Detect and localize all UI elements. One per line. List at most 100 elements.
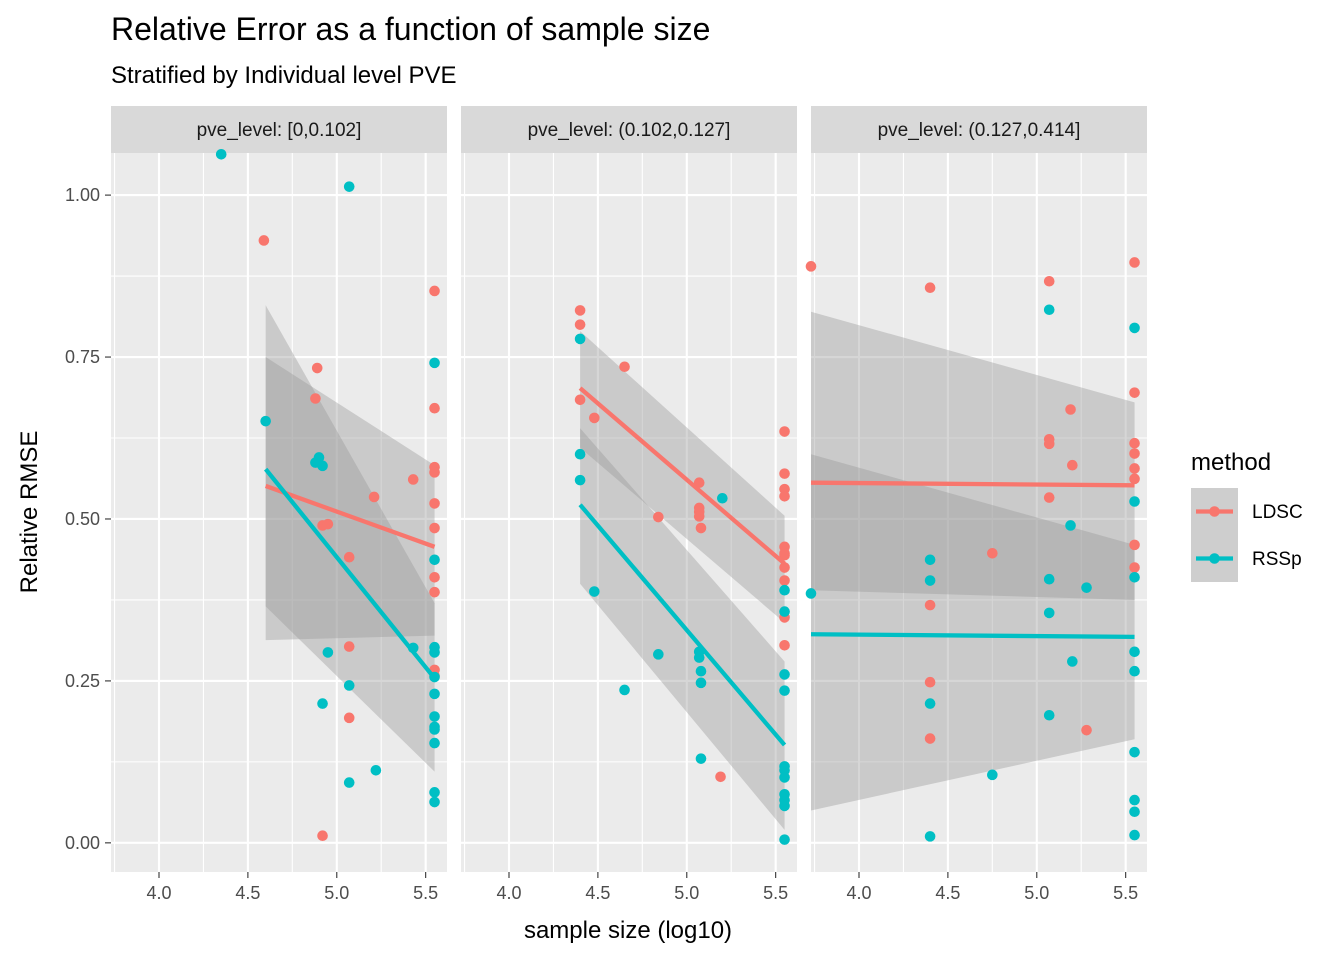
data-point-rssp <box>924 831 936 842</box>
data-point-ldsc <box>1129 437 1140 449</box>
facet-strip-label: pve_level: (0.102,0.127] <box>528 120 731 141</box>
data-point-ldsc <box>695 522 707 534</box>
data-point-rssp <box>1129 496 1140 507</box>
x-tick-label: 4.5 <box>935 883 960 903</box>
facet-panel-1: pve_level: [0,0.102] 4.0 4.5 5.0 5.5 <box>111 106 447 903</box>
data-point-ldsc <box>311 362 323 374</box>
data-point-rssp <box>779 669 790 680</box>
data-point-rssp <box>429 711 440 722</box>
y-axis: 0.00 0.25 0.50 0.75 1.00 <box>65 185 111 853</box>
x-tick-label: 5.5 <box>1113 883 1138 903</box>
data-point-rssp <box>1129 829 1140 841</box>
data-point-ldsc <box>779 575 790 586</box>
legend-title: method <box>1191 449 1271 476</box>
y-tick-label: 0.75 <box>65 347 100 367</box>
facet-strip <box>111 106 447 153</box>
data-point-ldsc <box>368 491 380 503</box>
legend-key-point <box>1209 553 1220 564</box>
data-point-ldsc <box>429 402 440 414</box>
data-point-ldsc <box>343 712 355 724</box>
data-point-ldsc <box>1081 724 1092 736</box>
data-point-rssp <box>574 474 586 486</box>
legend-item-ldsc: LDSC <box>1191 488 1303 535</box>
data-point-ldsc <box>1129 473 1140 485</box>
data-point-rssp <box>1043 607 1055 619</box>
data-point-ldsc <box>1065 404 1076 415</box>
data-point-ldsc <box>1129 562 1140 573</box>
fit-line-ldsc <box>578 386 786 566</box>
data-point-rssp <box>779 685 790 696</box>
data-point-rssp <box>695 677 707 689</box>
y-tick-label: 1.00 <box>65 185 100 205</box>
facet-strip-label: pve_level: [0,0.102] <box>197 120 362 141</box>
data-point-ldsc <box>322 518 334 530</box>
data-point-ldsc <box>1067 459 1078 471</box>
data-point-ldsc <box>715 771 726 783</box>
x-tick-label: 5.0 <box>674 883 699 903</box>
y-tick-label: 0.25 <box>65 671 100 691</box>
data-point-rssp <box>370 765 382 776</box>
data-point-ldsc <box>1129 387 1140 398</box>
data-point-rssp <box>260 415 271 427</box>
data-point-ldsc <box>779 639 790 651</box>
x-tick-label: 4.0 <box>496 883 521 903</box>
data-point-rssp <box>987 769 998 781</box>
data-point-rssp <box>429 688 440 700</box>
data-point-rssp <box>429 357 440 369</box>
data-point-ldsc <box>1129 539 1140 551</box>
data-point-ldsc <box>1129 463 1140 474</box>
legend-label-rssp: RSSp <box>1252 549 1302 570</box>
data-point-ldsc <box>779 548 790 559</box>
data-point-rssp <box>429 647 440 658</box>
facet-panel-3: pve_level: (0.127,0.414] 4.0 4.5 5.0 5.5 <box>805 106 1147 903</box>
data-point-ldsc <box>1043 492 1055 503</box>
data-point-rssp <box>779 834 790 845</box>
panel-background <box>811 153 1147 872</box>
data-point-rssp <box>1081 582 1092 593</box>
data-point-rssp <box>779 606 790 617</box>
data-point-rssp <box>589 586 600 597</box>
data-point-ldsc <box>317 830 328 842</box>
confidence-ribbon-ldsc <box>811 311 1135 600</box>
y-tick-label: 0.50 <box>65 509 100 529</box>
data-point-ldsc <box>924 676 936 688</box>
data-point-ldsc <box>779 426 790 437</box>
data-point-ldsc <box>1043 275 1055 287</box>
data-point-ldsc <box>1043 438 1055 450</box>
x-axis-label: sample size (log10) <box>524 917 732 944</box>
legend-key-point <box>1209 506 1220 517</box>
data-point-rssp <box>924 575 936 586</box>
panel-background <box>111 153 447 872</box>
y-tick-label: 0.00 <box>65 833 100 853</box>
data-point-ldsc <box>779 491 790 502</box>
data-point-rssp <box>343 181 355 192</box>
data-point-rssp <box>317 460 328 472</box>
confidence-ribbon-rssp <box>811 454 1135 811</box>
data-point-rssp <box>695 753 707 764</box>
data-point-ldsc <box>343 641 355 652</box>
data-point-rssp <box>1129 646 1140 658</box>
data-point-rssp <box>322 647 334 658</box>
facet-strip-label: pve_level: (0.127,0.414] <box>878 120 1081 141</box>
data-point-rssp <box>717 492 728 504</box>
data-point-ldsc <box>1129 257 1140 268</box>
data-point-ldsc <box>589 412 600 424</box>
data-point-rssp <box>924 554 936 566</box>
data-point-rssp <box>343 777 355 788</box>
legend-item-rssp: RSSp <box>1191 535 1302 582</box>
data-point-rssp <box>1043 709 1055 721</box>
confidence-ribbon-ldsc <box>265 357 435 641</box>
legend-label-ldsc: LDSC <box>1252 502 1303 523</box>
data-point-rssp <box>779 800 790 812</box>
data-point-ldsc <box>310 393 321 404</box>
data-point-ldsc <box>429 467 440 478</box>
data-point-rssp <box>215 148 227 160</box>
data-point-rssp <box>574 333 586 345</box>
data-point-ldsc <box>779 562 790 573</box>
fit-line-ldsc <box>810 480 1135 488</box>
x-tick-label: 4.5 <box>585 883 610 903</box>
y-axis-label: Relative RMSE <box>16 431 43 594</box>
data-point-rssp <box>805 588 817 599</box>
data-point-ldsc <box>574 319 586 330</box>
